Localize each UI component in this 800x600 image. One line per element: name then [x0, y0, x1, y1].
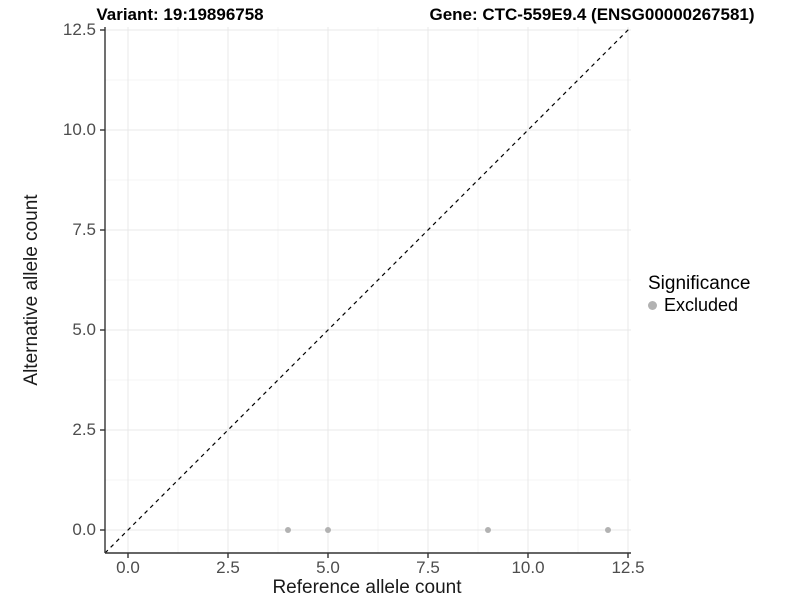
gene-title: Gene: CTC-559E9.4 (ENSG00000267581) — [429, 5, 755, 24]
y-tick-label: 10.0 — [62, 120, 96, 139]
x-tick-label: 7.5 — [416, 558, 440, 577]
legend-key-dot-icon — [648, 300, 657, 310]
x-tick-label: 10.0 — [511, 558, 545, 577]
y-axis-title: Alternative allele count — [21, 194, 42, 386]
x-tick-label: 5.0 — [316, 558, 340, 577]
y-tick-label: 0.0 — [72, 520, 96, 539]
variant-title: Variant: 19:19896758 — [96, 5, 264, 24]
y-tick-label: 5.0 — [72, 320, 96, 339]
y-tick-label: 7.5 — [72, 220, 96, 239]
x-tick-label: 2.5 — [216, 558, 240, 577]
x-tick-label: 0.0 — [116, 558, 140, 577]
x-axis-title: Reference allele count — [272, 577, 462, 598]
legend-item-label: Excluded — [664, 295, 739, 315]
y-tick-label: 12.5 — [62, 20, 96, 39]
legend-title: Significance — [648, 273, 751, 294]
legend: Significance Excluded — [648, 273, 750, 315]
legend-item-excluded: Excluded — [648, 295, 750, 315]
x-tick-label: 12.5 — [611, 558, 645, 577]
y-tick-label: 2.5 — [72, 420, 96, 439]
